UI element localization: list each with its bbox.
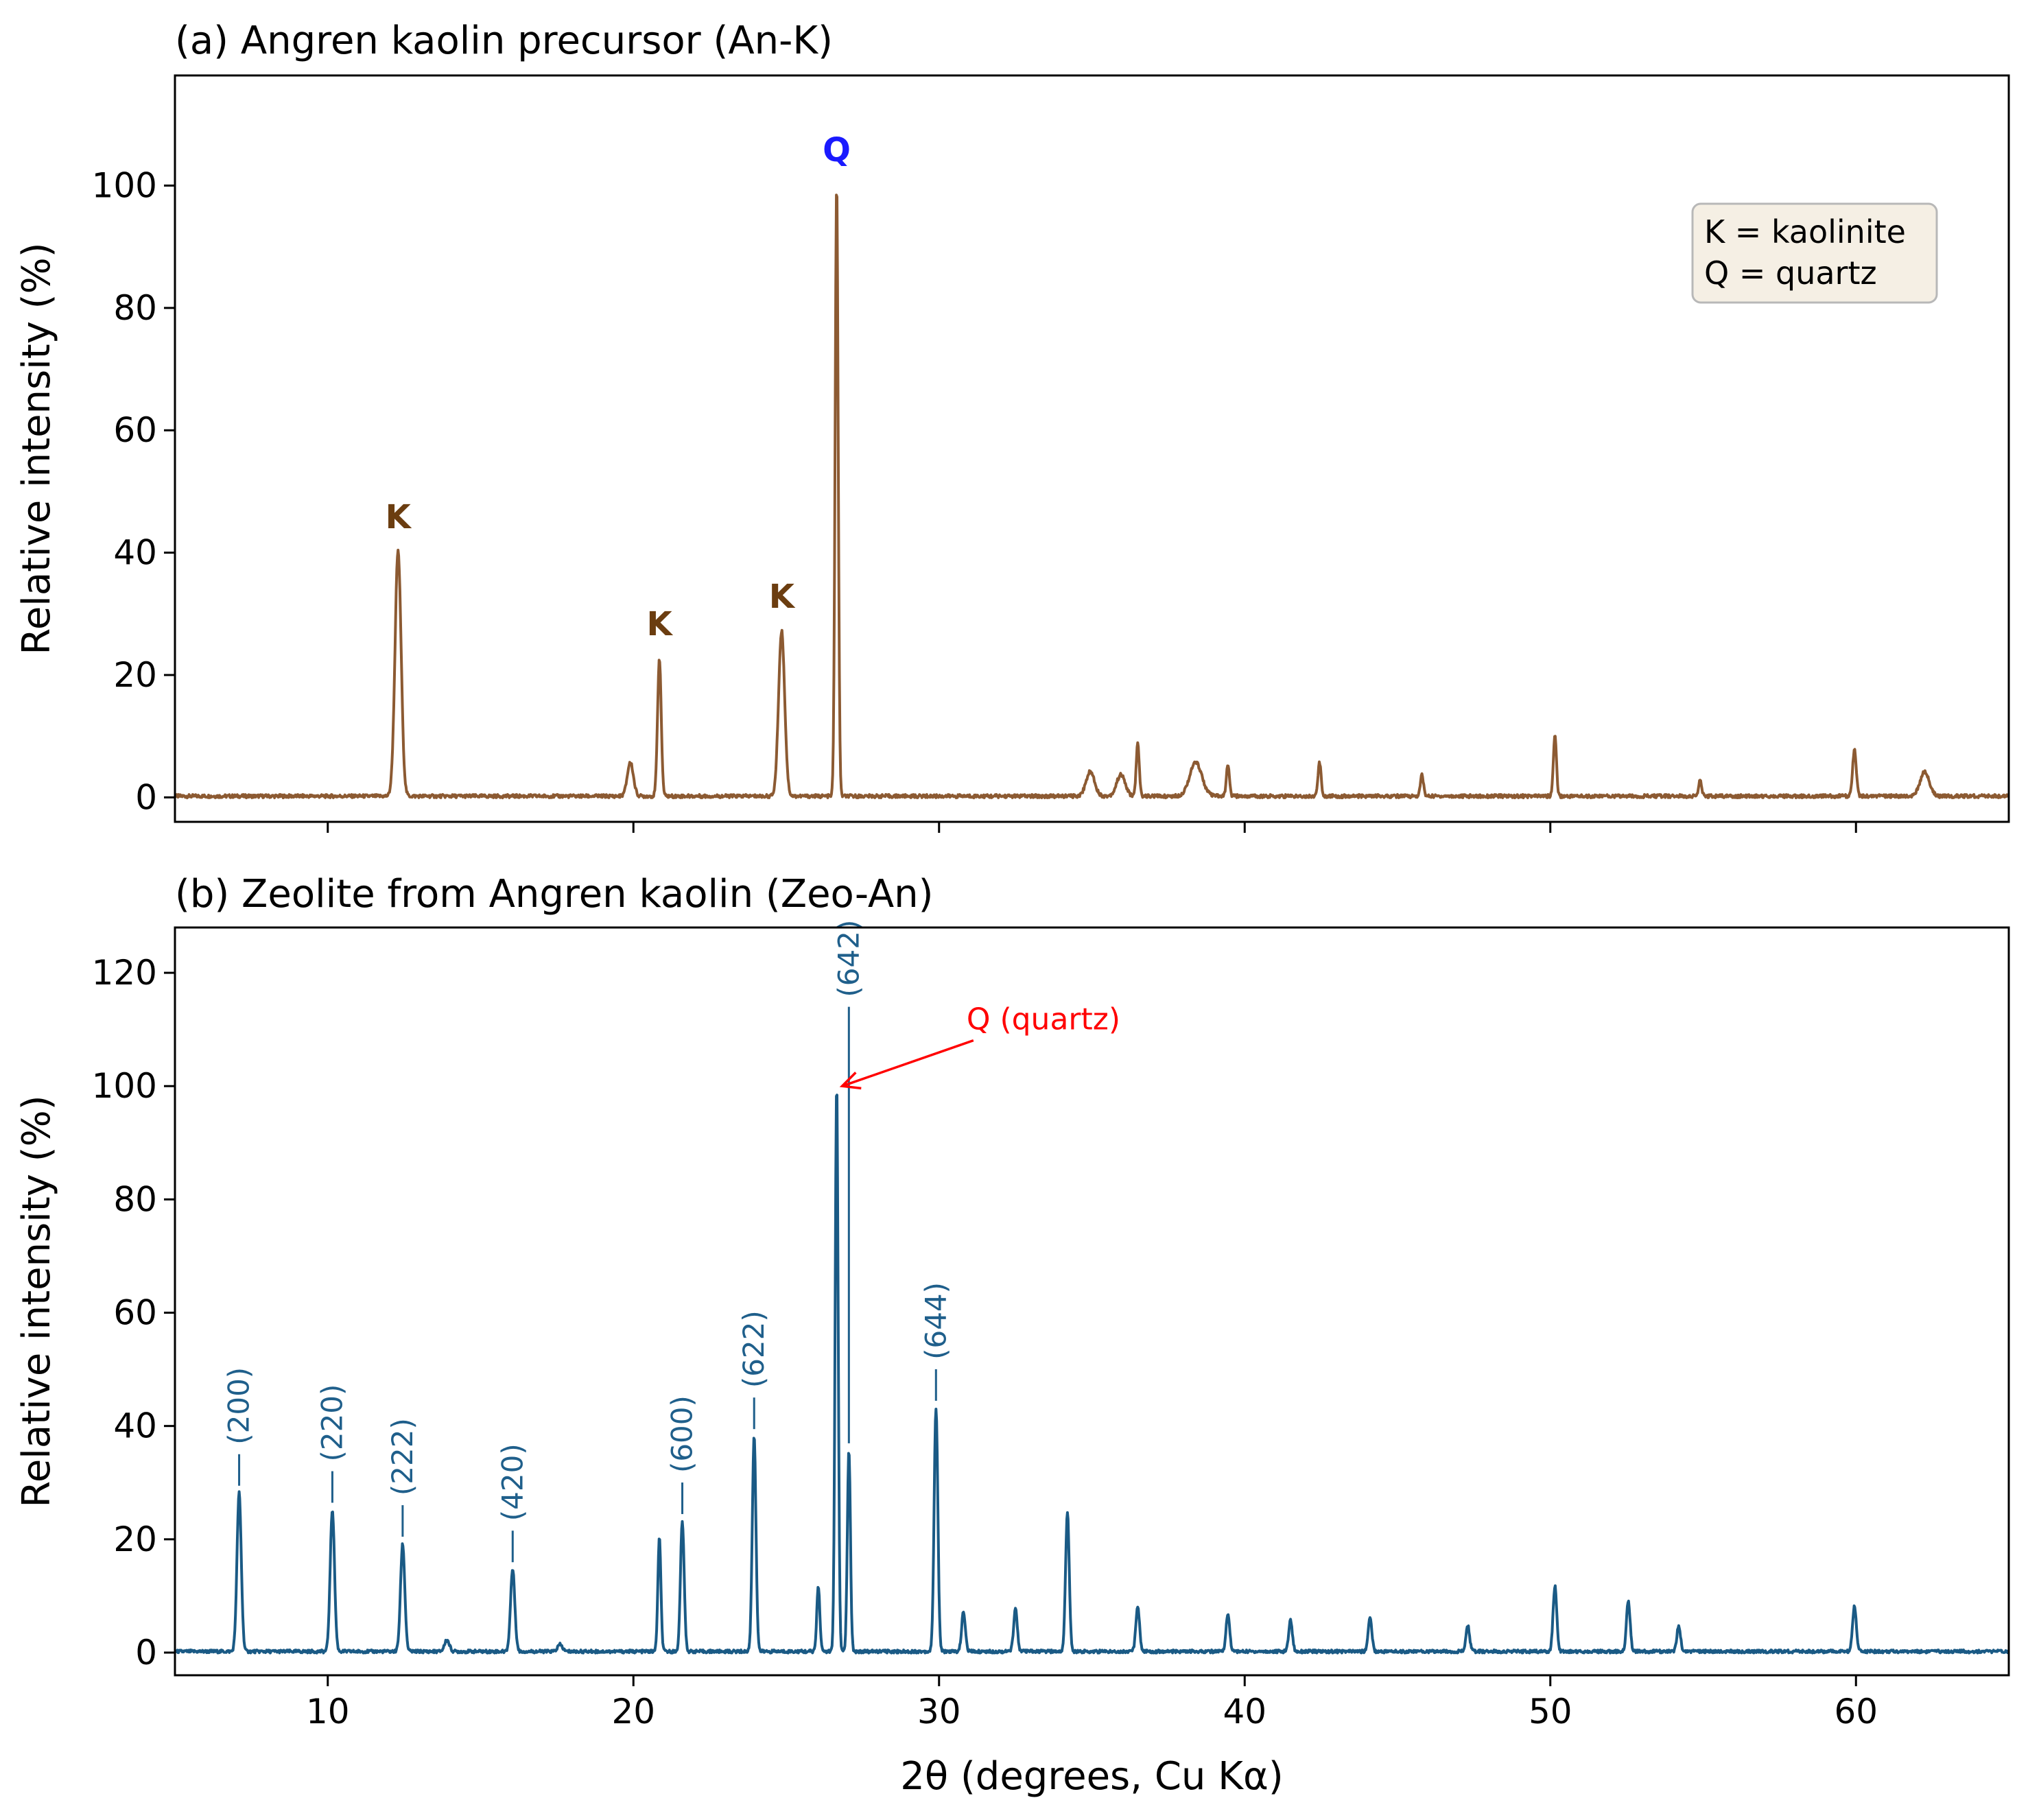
hkl-label-(420): (420) bbox=[495, 1443, 529, 1521]
quartz-arrow-line bbox=[841, 1039, 974, 1087]
panel-b-ticks: 0 20 40 60 80 100 120 10 20 30 40 50 60 bbox=[92, 953, 1878, 1732]
panel-a-ytick-label-60: 60 bbox=[113, 410, 157, 450]
panel-b-ytick-label-80: 80 bbox=[113, 1179, 157, 1219]
panel-b-xtick-label-40: 40 bbox=[1223, 1692, 1266, 1732]
legend-entry-kaolinite: K = kaolinite bbox=[1704, 213, 1906, 250]
legend-entry-quartz: Q = quartz bbox=[1704, 255, 1877, 292]
panel-b-ytick-label-20: 20 bbox=[113, 1520, 157, 1559]
quartz-label: Q (quartz) bbox=[967, 1002, 1120, 1037]
x-axis-label: 2θ (degrees, Cu Kα) bbox=[900, 1754, 1283, 1799]
panel-a-ytick-label-0: 0 bbox=[135, 777, 157, 817]
panel-b-xtick-label-50: 50 bbox=[1529, 1692, 1572, 1732]
panel-a-xrd-trace bbox=[174, 193, 2010, 799]
peak-label-kaolinite-0: K bbox=[386, 498, 412, 536]
panel-b-xrd-trace bbox=[174, 1094, 2010, 1655]
panel-a-legend: K = kaolinite Q = quartz bbox=[1691, 202, 1938, 304]
panel-b-ytick-label-40: 40 bbox=[113, 1406, 157, 1446]
panel-b-ytick-label-100: 100 bbox=[92, 1066, 157, 1106]
peak-label-kaolinite-1: K bbox=[647, 605, 674, 643]
panel-a-ytick-label-40: 40 bbox=[113, 533, 157, 573]
panel-a-kaolin-precursor: (a) Angren kaolin precursor (An-K) Relat… bbox=[14, 19, 2010, 833]
panel-b-ytick-label-0: 0 bbox=[135, 1633, 157, 1673]
hkl-label-(200): (200) bbox=[222, 1367, 256, 1445]
panel-a-axes-frame bbox=[174, 74, 2010, 823]
panel-a-ytick-label-20: 20 bbox=[113, 655, 157, 695]
hkl-label-(642): (642) bbox=[832, 920, 865, 997]
panel-b-xtick-label-30: 30 bbox=[917, 1692, 961, 1732]
panel-b-zeolite: (b) Zeolite from Angren kaolin (Zeo-An) … bbox=[14, 872, 2010, 1799]
peak-label-quartz-3: Q bbox=[823, 131, 851, 169]
panel-a-y-axis-label: Relative intensity (%) bbox=[14, 242, 59, 654]
panel-b-xtick-label-60: 60 bbox=[1834, 1692, 1878, 1732]
panel-b-axes-frame bbox=[174, 926, 2010, 1677]
panel-b-hkl-annotations: (200) (220) (222) (420) (600) (622) (642) (644) bbox=[222, 920, 952, 1563]
panel-b-ytick-label-60: 60 bbox=[113, 1293, 157, 1333]
hkl-label-(220): (220) bbox=[315, 1384, 349, 1462]
panel-b-xtick-label-20: 20 bbox=[611, 1692, 655, 1732]
legend-box bbox=[1691, 202, 1938, 304]
quartz-arrow-head bbox=[839, 1072, 862, 1090]
panel-b-xtick-label-10: 10 bbox=[306, 1692, 350, 1732]
panel-a-ticks: 0 20 40 60 80 100 bbox=[92, 166, 1857, 833]
panel-a-ytick-label-100: 100 bbox=[92, 166, 157, 206]
panel-a-peak-annotations: K K K Q bbox=[386, 131, 851, 643]
panel-b-title: (b) Zeolite from Angren kaolin (Zeo-An) bbox=[175, 872, 933, 917]
peak-label-kaolinite-2: K bbox=[769, 578, 796, 616]
hkl-label-(222): (222) bbox=[386, 1418, 419, 1496]
hkl-label-(644): (644) bbox=[919, 1282, 952, 1360]
panel-b-y-axis-label: Relative intensity (%) bbox=[14, 1095, 59, 1507]
panel-a-ytick-label-80: 80 bbox=[113, 288, 157, 328]
panel-b-ytick-label-120: 120 bbox=[92, 953, 157, 993]
panel-b-quartz-annotation: Q (quartz) bbox=[839, 1002, 1120, 1090]
panel-a-title: (a) Angren kaolin precursor (An-K) bbox=[175, 19, 833, 63]
hkl-label-(622): (622) bbox=[737, 1310, 770, 1388]
hkl-label-(600): (600) bbox=[665, 1395, 699, 1473]
